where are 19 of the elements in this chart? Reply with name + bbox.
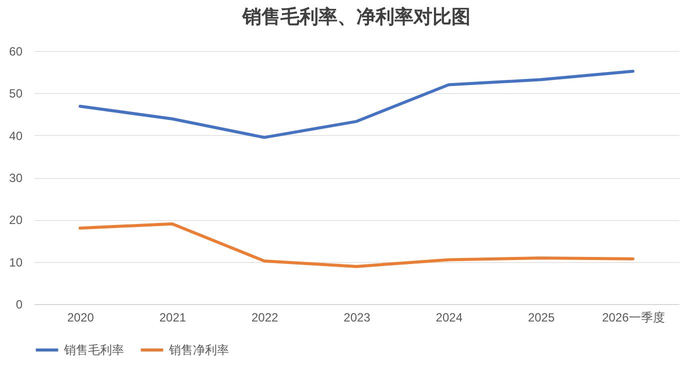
line-series: [78, 70, 634, 139]
x-tick-label: 2023: [344, 310, 371, 324]
y-tick-label: 50: [9, 86, 23, 101]
line-series: [78, 222, 634, 268]
y-tick-label: 0: [16, 298, 23, 312]
y-tick-label: 60: [9, 44, 23, 58]
y-tick-label: 10: [9, 255, 23, 270]
chart-title: 销售毛利率、净利率对比图: [242, 6, 470, 28]
y-tick-label: 40: [9, 128, 23, 143]
x-tick-label: 2022: [252, 310, 279, 324]
x-tick-label: 2024: [436, 310, 463, 324]
x-tick-label: 2021: [159, 310, 186, 324]
x-tick-label: 2026一季度: [602, 310, 665, 324]
y-tick-label: 30: [9, 171, 23, 185]
legend-label: 销售净利率: [168, 343, 229, 357]
x-tick-label: 2025: [528, 310, 555, 324]
y-tick-label: 20: [9, 213, 23, 228]
x-tick-label: 2020: [67, 310, 94, 324]
legend-label: 销售毛利率: [63, 343, 124, 357]
